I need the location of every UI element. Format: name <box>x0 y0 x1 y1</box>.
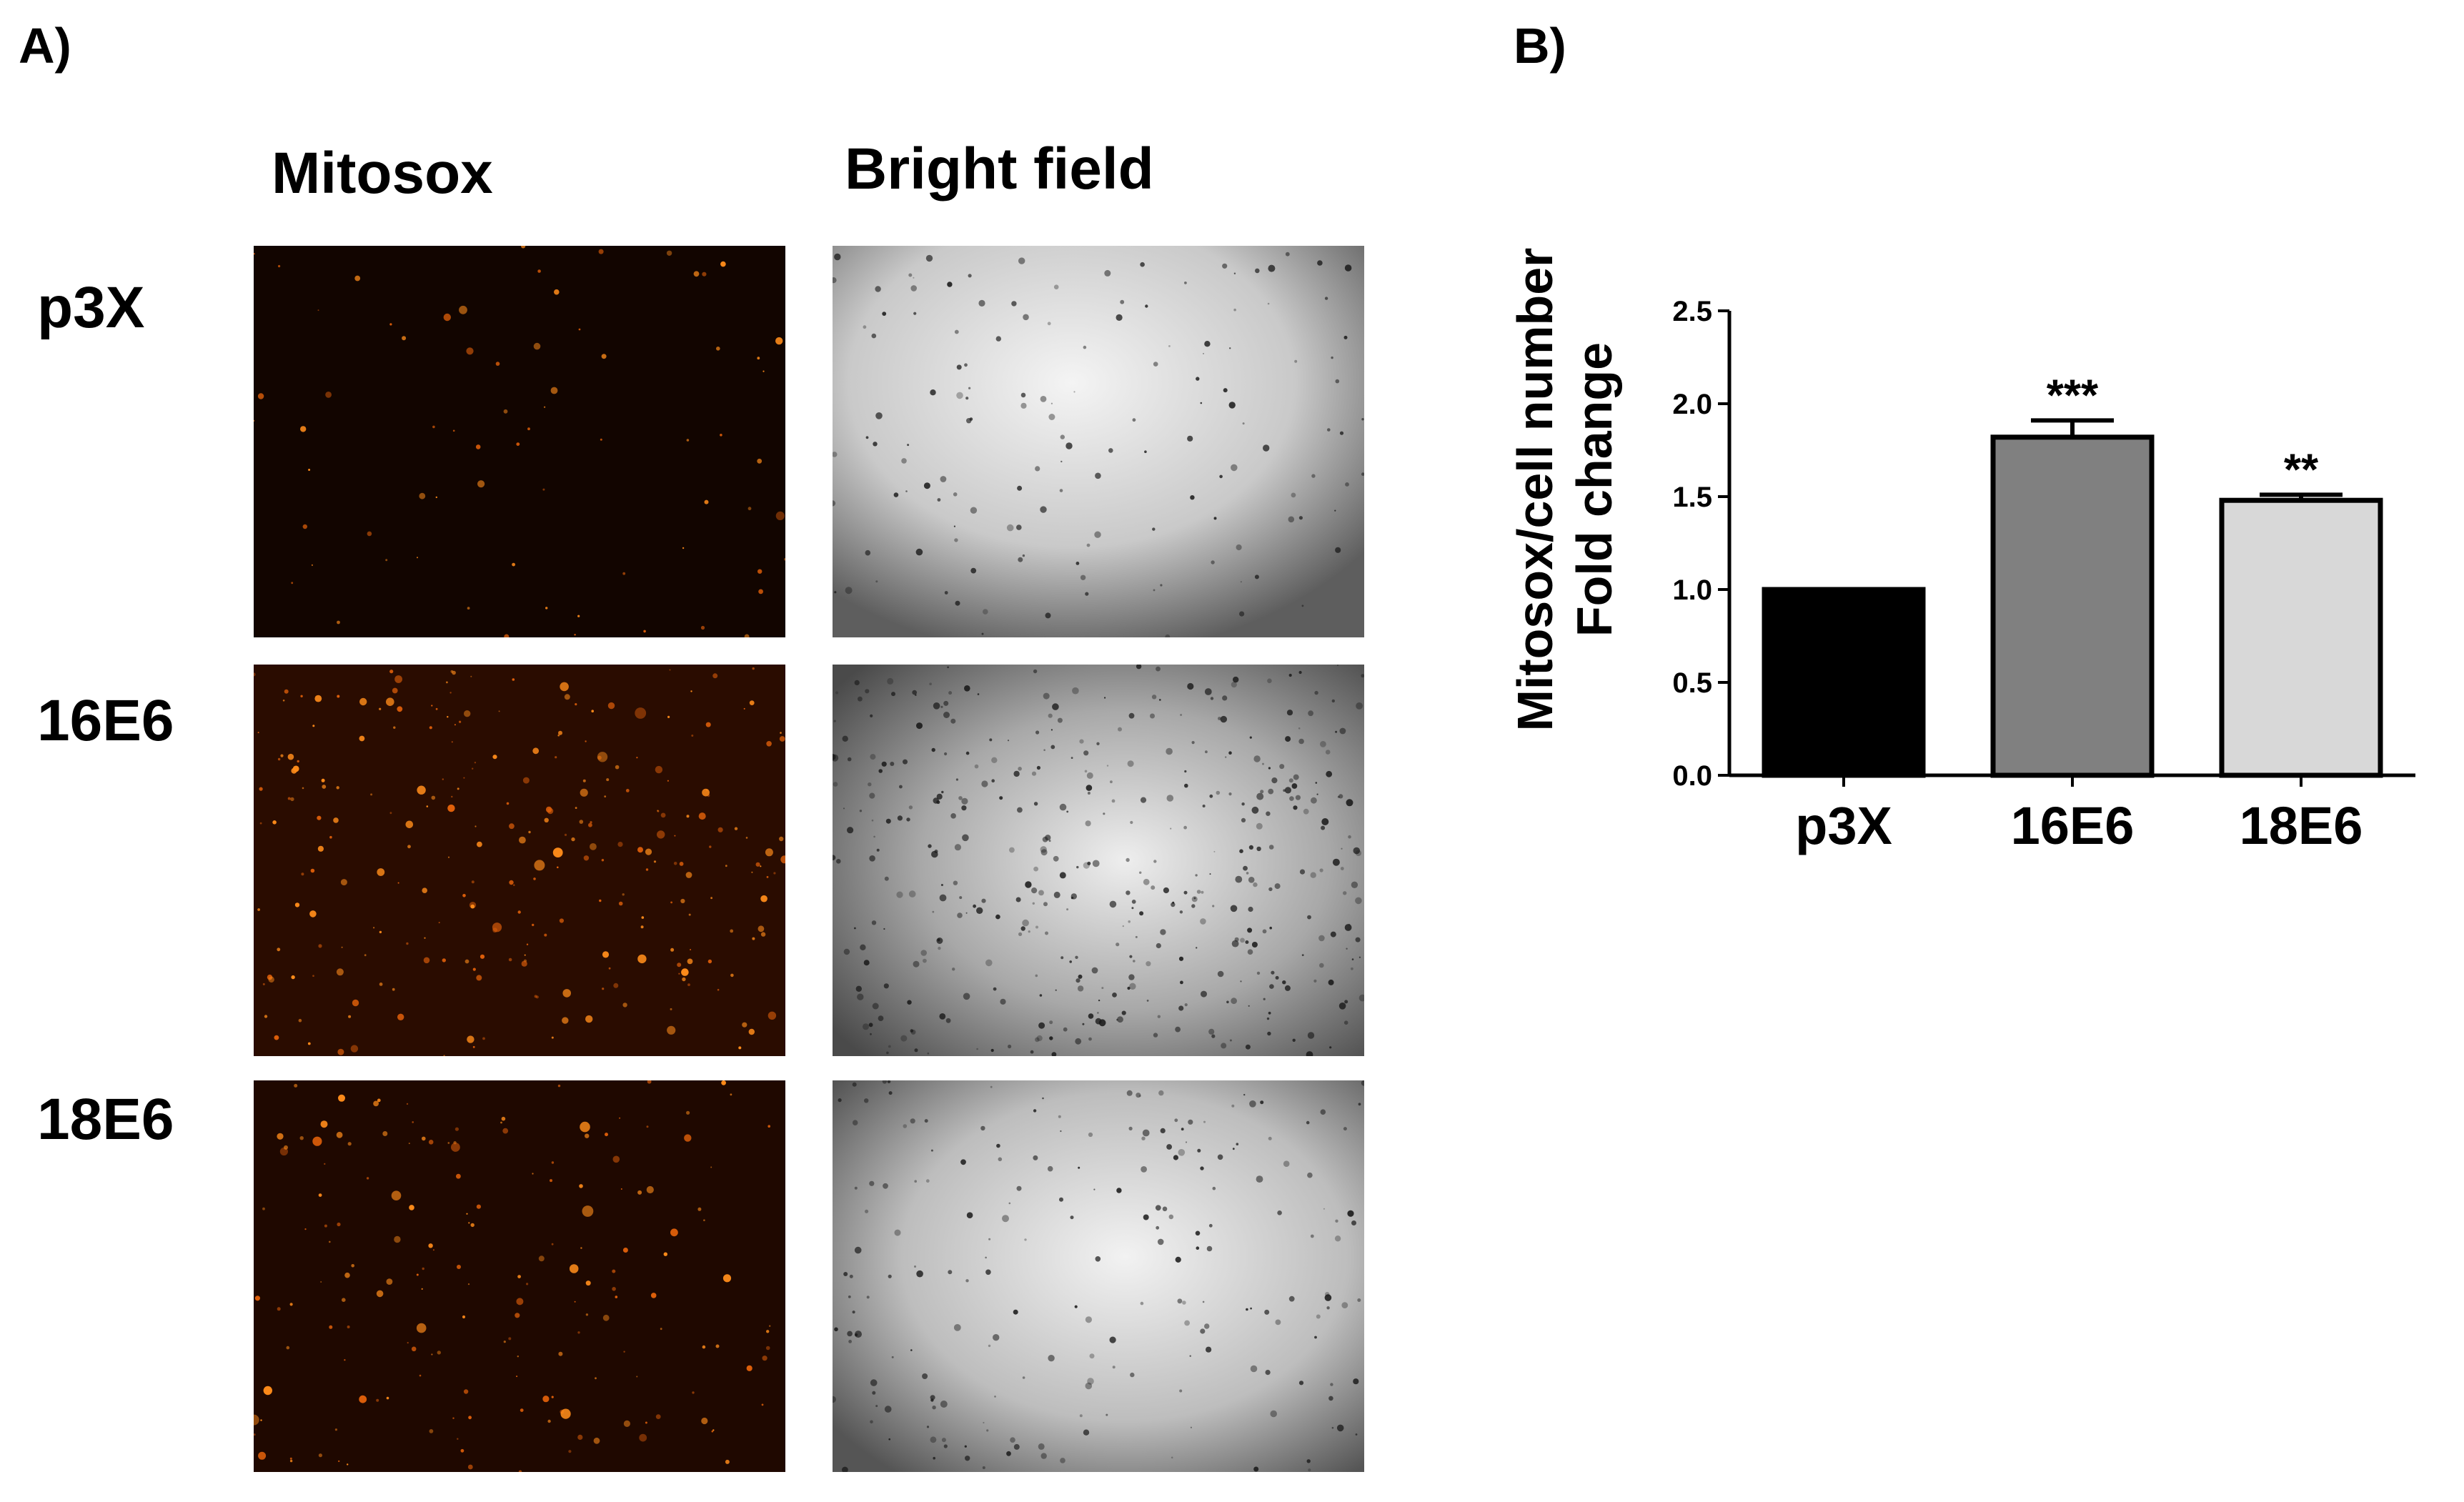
y-tick-label: 2.0 <box>1672 389 1712 420</box>
y-axis-label: Mitosox/cell number Fold change <box>1507 248 1622 732</box>
y-tick-label: 0.0 <box>1672 760 1712 792</box>
bright-field-image-16e6 <box>833 665 1364 1056</box>
mitosox-image-p3x <box>254 246 785 637</box>
panel-a-label: A) <box>19 18 71 74</box>
column-header-mitosox: Mitosox <box>272 141 493 206</box>
bar-p3x <box>1762 587 1926 778</box>
mitosox-image-18e6-graphic <box>254 1080 785 1472</box>
y-tick-label: 1.0 <box>1672 575 1712 606</box>
y-axis-label-line2: Fold change <box>1566 342 1622 637</box>
column-header-bright-field: Bright field <box>845 136 1154 202</box>
row-label-18e6: 18E6 <box>37 1087 174 1152</box>
significance-label-16e6: *** <box>2047 371 2099 420</box>
bright-field-image-18e6 <box>833 1080 1364 1472</box>
bar-chart: Mitosox/cell number Fold change 0.0 0.5 1.… <box>1507 248 2415 855</box>
x-tick-label-16e6: 16E6 <box>2011 796 2135 855</box>
bar-18e6 <box>2219 497 2383 778</box>
significance-label-18e6: ** <box>2284 445 2319 494</box>
bright-field-image-p3x-graphic <box>833 246 1364 637</box>
row-label-16e6: 16E6 <box>37 688 174 753</box>
y-tick-label: 1.5 <box>1672 482 1712 513</box>
bright-field-image-p3x <box>833 246 1364 637</box>
bright-field-image-18e6-graphic <box>833 1080 1364 1472</box>
bright-field-image-16e6-graphic <box>833 665 1364 1056</box>
x-tick-label-18e6: 18E6 <box>2240 796 2363 855</box>
y-tick-label: 2.5 <box>1672 296 1712 327</box>
y-tick-label: 0.5 <box>1672 667 1712 699</box>
x-tick-label-p3x: p3X <box>1795 796 1892 855</box>
panel-b-label: B) <box>1514 18 1566 74</box>
mitosox-image-p3x-graphic <box>254 246 785 637</box>
mitosox-image-18e6 <box>254 1080 785 1472</box>
mitosox-image-16e6 <box>254 665 785 1056</box>
mitosox-image-16e6-graphic <box>254 665 785 1056</box>
row-label-p3x: p3X <box>37 275 145 340</box>
bar-16e6 <box>1990 434 2155 778</box>
y-axis-label-line1: Mitosox/cell number <box>1507 248 1563 732</box>
